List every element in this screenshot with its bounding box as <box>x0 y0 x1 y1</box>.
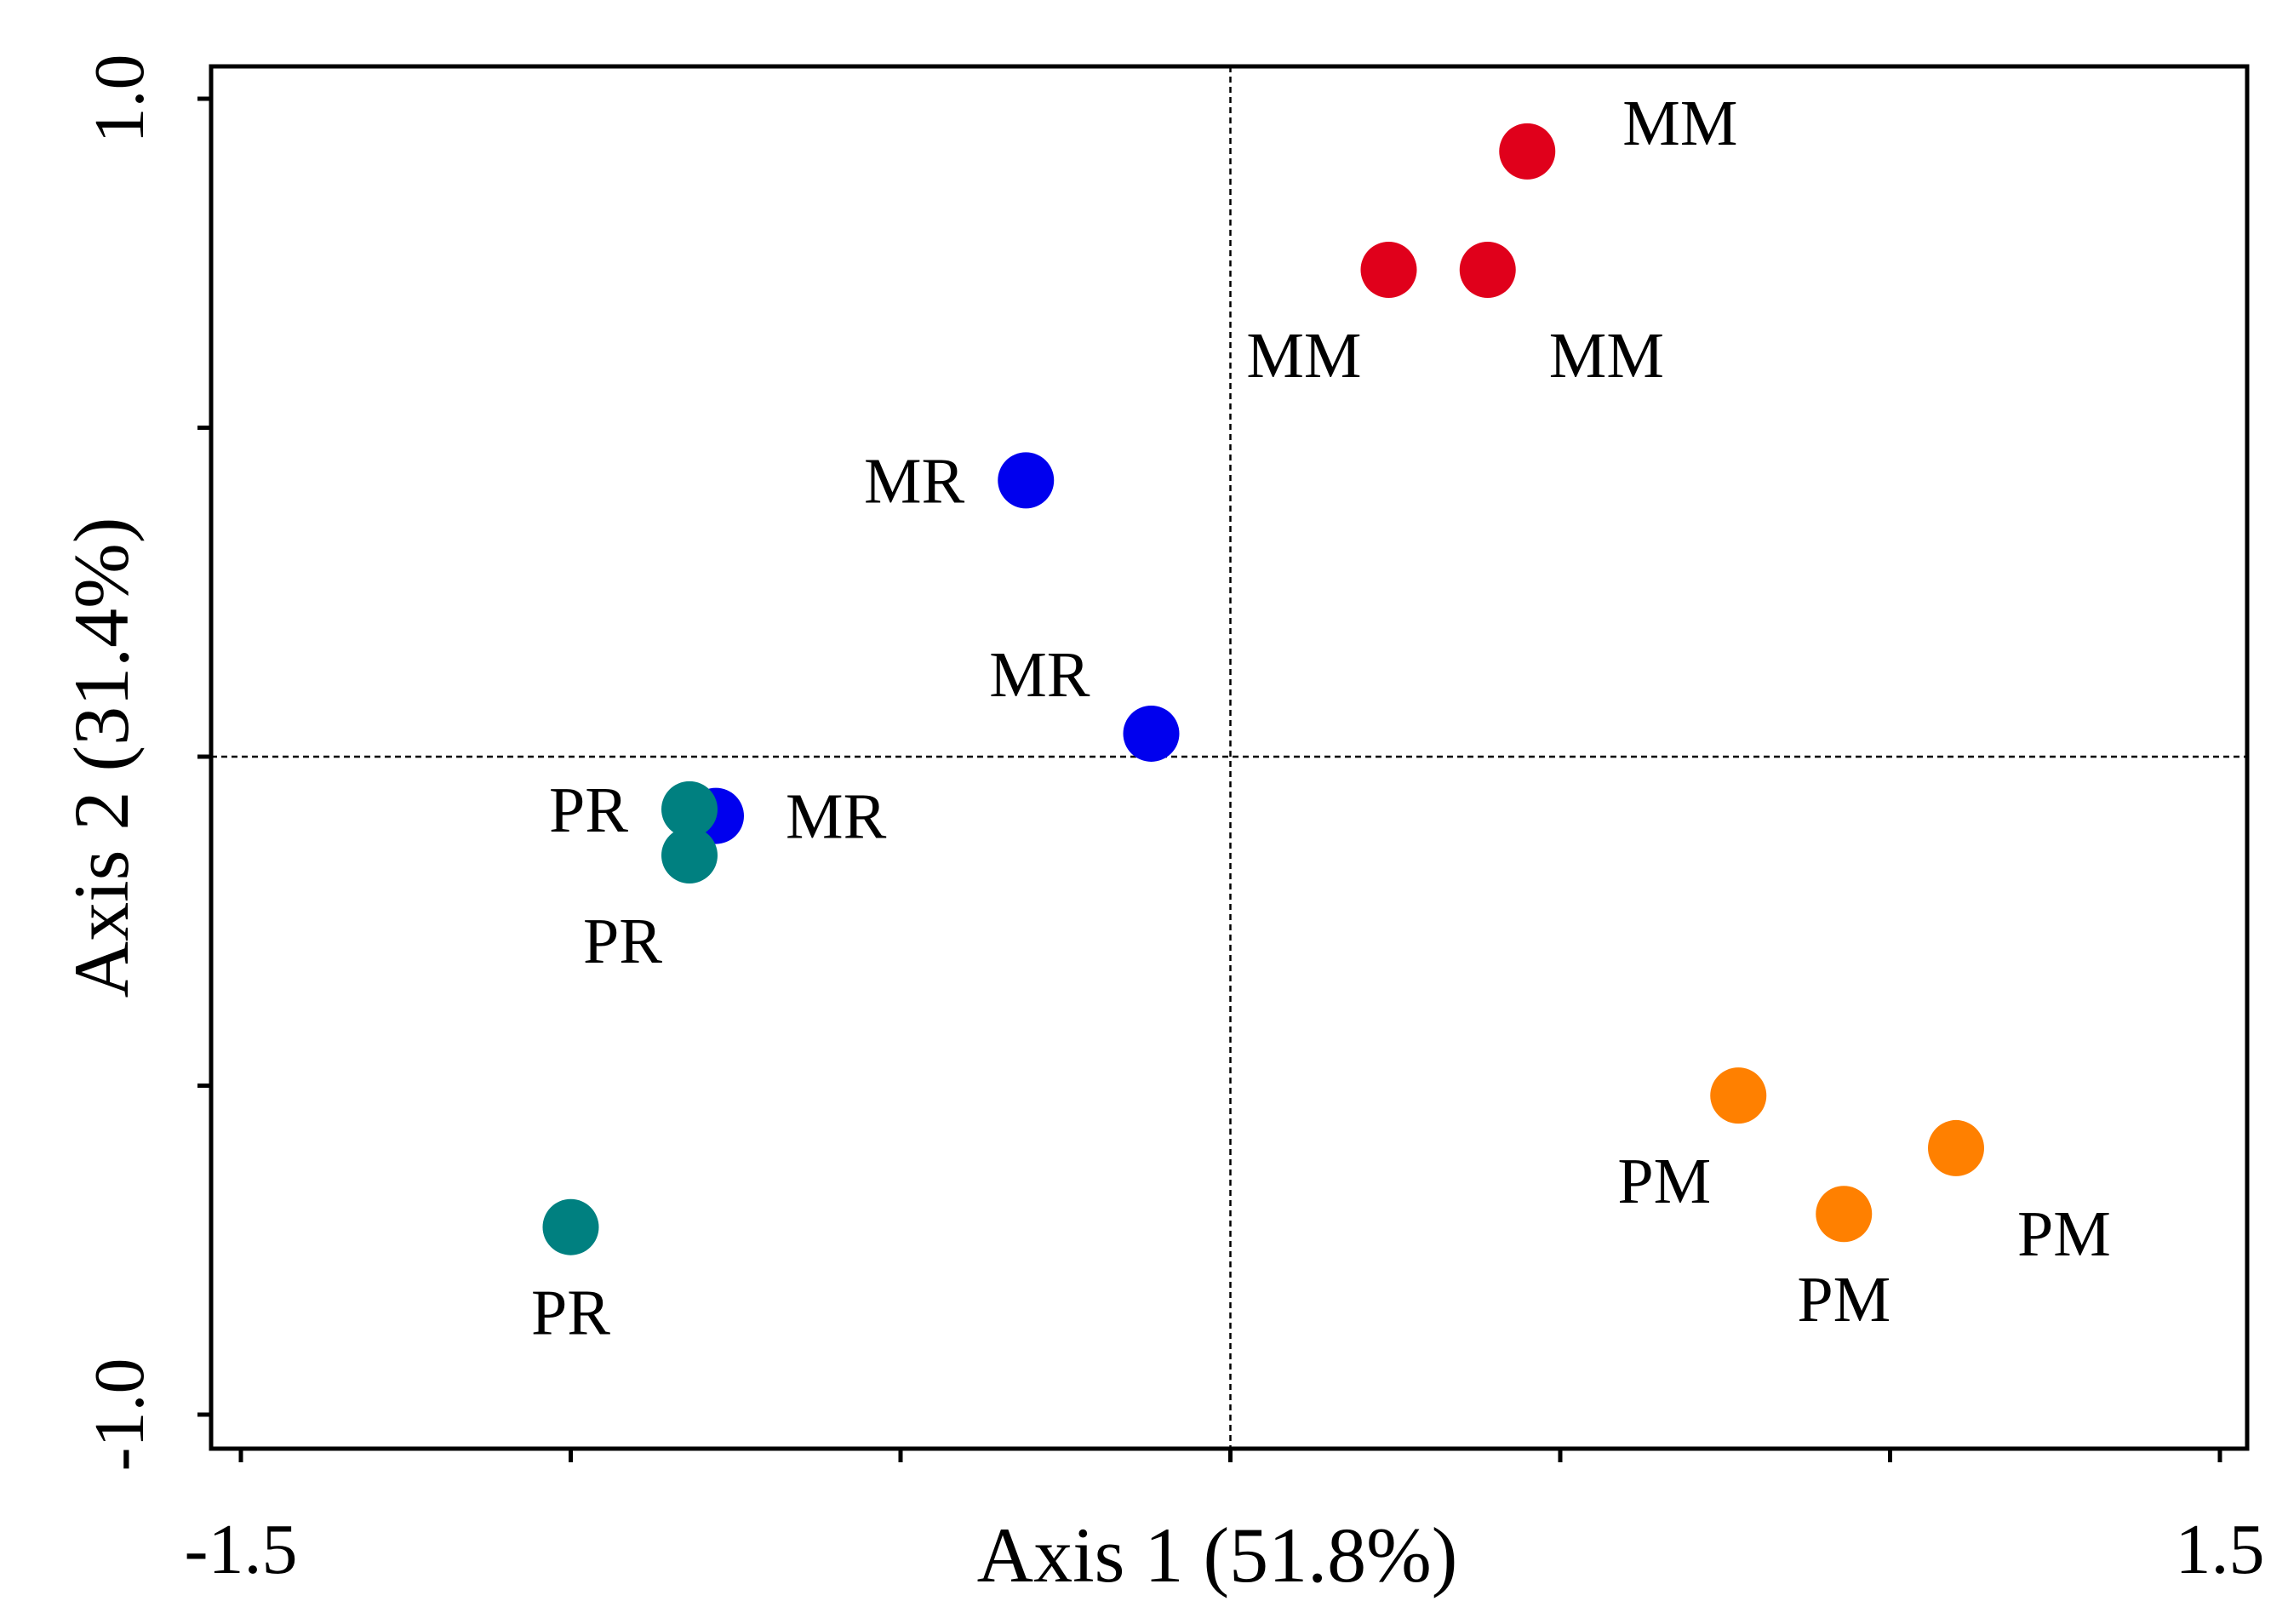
point-pr <box>661 781 718 838</box>
point-label-pr: PR <box>531 1278 610 1349</box>
x-tick-label: -1.5 <box>185 1510 298 1589</box>
point-label-mm: MM <box>1246 320 1361 392</box>
point-label-pm: PM <box>2017 1198 2111 1270</box>
x-axis-ticks <box>238 1449 2222 1462</box>
point-pm <box>1928 1119 1984 1176</box>
point-mm <box>1360 241 1417 298</box>
point-label-pm: PM <box>1617 1146 1711 1217</box>
point-label-mr: MR <box>864 445 965 517</box>
point-label-pr: PR <box>549 775 628 846</box>
point-pr <box>542 1198 599 1255</box>
point-label-mm: MM <box>1549 320 1664 392</box>
y-tick-label: -1.0 <box>80 1358 159 1472</box>
point-label-pr: PR <box>583 906 662 977</box>
point-pr <box>661 826 718 883</box>
point-pm <box>1710 1067 1767 1124</box>
point-mr <box>998 452 1055 509</box>
point-mr <box>1123 705 1180 762</box>
point-mm <box>1499 123 1556 180</box>
point-label-mr: MR <box>786 781 887 853</box>
point-label-mm: MM <box>1622 88 1737 159</box>
point-labels: MM MM MM MR MR MR PR PR PR PM PM PM <box>531 88 2111 1349</box>
y-tick-label: 1.0 <box>80 54 159 144</box>
x-tick-label: 1.5 <box>2176 1510 2265 1589</box>
reference-lines <box>211 66 2247 1449</box>
point-mm <box>1459 241 1516 298</box>
point-label-mr: MR <box>989 639 1090 711</box>
y-axis-title: Axis 2 (31.4%) <box>58 518 145 998</box>
x-axis-title: Axis 1 (51.8%) <box>977 1512 1458 1598</box>
tick-labels: -1.5 1.5 1.0 -1.0 <box>80 54 2265 1590</box>
y-axis-ticks <box>197 96 211 1417</box>
point-label-pm: PM <box>1797 1264 1890 1335</box>
data-points <box>542 123 1984 1255</box>
point-pm <box>1816 1186 1873 1243</box>
